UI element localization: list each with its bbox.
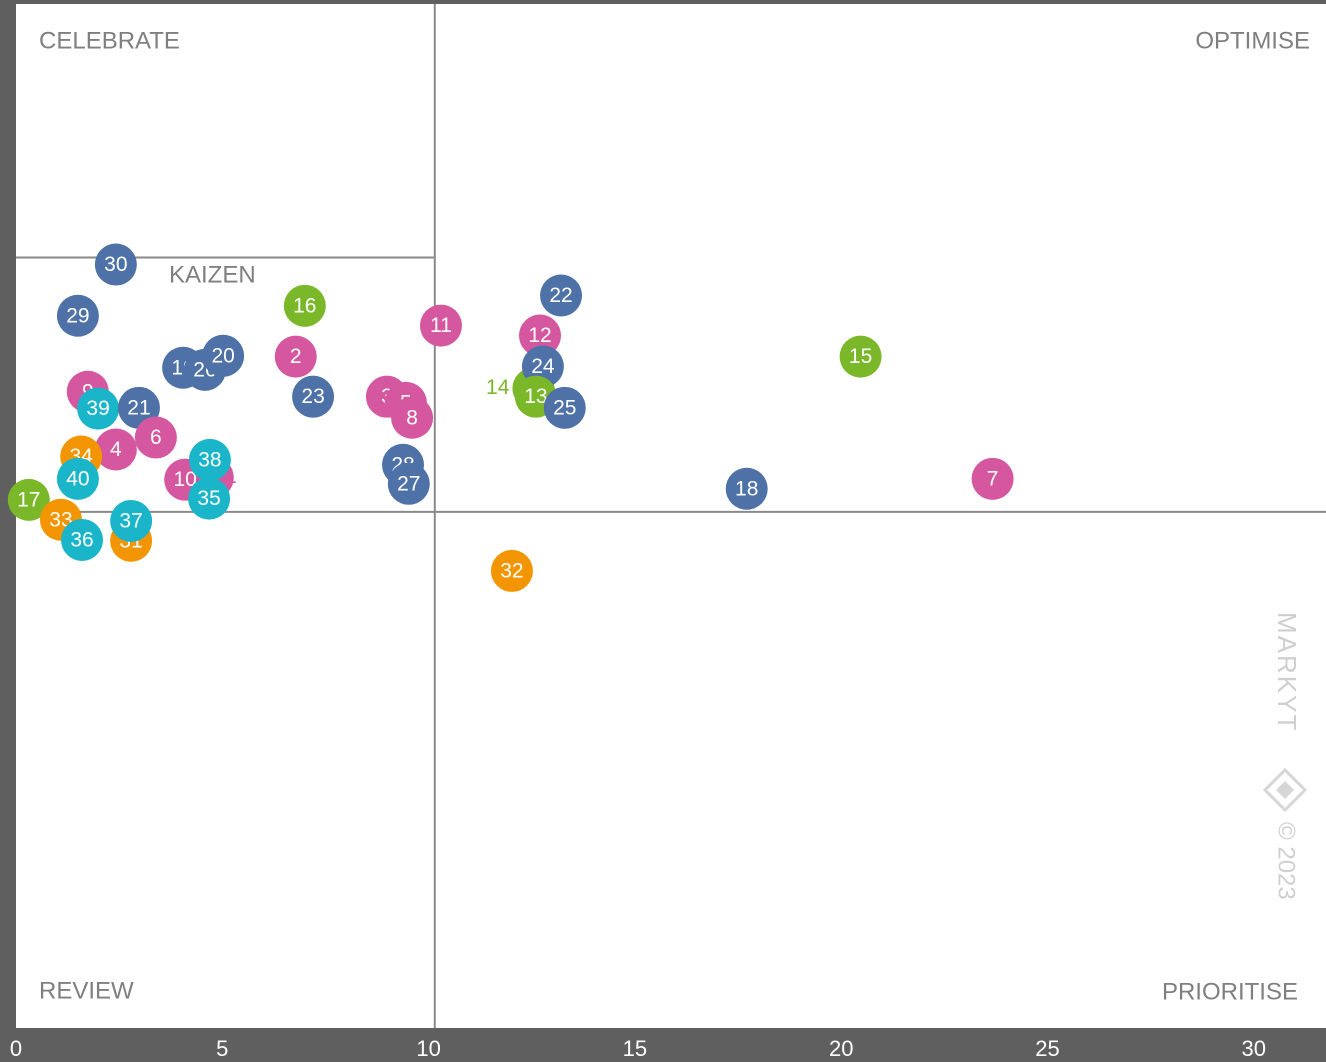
x-tick-label: 20 [829, 1036, 853, 1061]
copyright: © 2023 [1273, 822, 1300, 900]
point [490, 549, 533, 592]
point-label: 4 [110, 438, 122, 461]
point-label: 38 [198, 448, 221, 471]
point-label: 39 [86, 397, 109, 420]
point-label: 40 [66, 467, 89, 490]
point [387, 462, 430, 505]
point [202, 334, 245, 377]
point [274, 335, 317, 378]
point-label: 36 [70, 528, 93, 551]
point [56, 457, 99, 500]
point [134, 416, 177, 459]
plot-layer: 3029162112212151424132519262093921233586… [7, 4, 1326, 1028]
point [540, 274, 583, 317]
point-label: 18 [735, 477, 758, 500]
quadrant-label: OPTIMISE [1195, 27, 1310, 54]
point-label: 22 [549, 284, 572, 307]
point-label: 7 [987, 467, 999, 490]
point-label: 17 [17, 488, 40, 511]
point [7, 478, 50, 521]
point [56, 294, 99, 337]
point-label: 25 [553, 396, 576, 419]
x-tick-label: 10 [416, 1036, 440, 1061]
point [725, 467, 768, 510]
point-label: 10 [173, 468, 196, 491]
point-label: 20 [211, 344, 234, 367]
point [110, 499, 153, 542]
point-label: 14 [486, 376, 510, 399]
point-label: 15 [849, 345, 872, 368]
x-tick-label: 15 [623, 1036, 647, 1061]
quadrant-label: PRIORITISE [1162, 978, 1298, 1005]
point-label: 23 [301, 385, 324, 408]
point [94, 428, 137, 471]
point-label: 16 [293, 294, 316, 317]
quadrant-label: CELEBRATE [39, 27, 180, 54]
point-label: 13 [524, 385, 547, 408]
point-label: 27 [397, 472, 420, 495]
point [543, 386, 586, 429]
point [188, 477, 231, 520]
point-label: 30 [104, 253, 127, 276]
point [94, 243, 137, 286]
point-label: 21 [127, 396, 150, 419]
point-label: 32 [500, 559, 523, 582]
point [283, 284, 326, 327]
point-label: 6 [150, 426, 162, 449]
x-tick-label: 5 [216, 1036, 228, 1061]
point [519, 314, 561, 357]
point-label: 8 [406, 406, 418, 429]
x-tick-label: 30 [1242, 1036, 1266, 1061]
point [839, 335, 882, 378]
point-label: 37 [119, 510, 142, 533]
point [971, 457, 1014, 500]
point-label: 35 [197, 487, 220, 510]
point [77, 387, 120, 430]
point-label: 2 [290, 345, 302, 368]
point-label: 1 [225, 465, 237, 488]
x-tick-label: 25 [1035, 1036, 1059, 1061]
point [188, 438, 231, 481]
watermark-logo [1262, 767, 1308, 813]
quadrant-label: REVIEW [39, 977, 134, 1004]
point [419, 304, 462, 347]
point-label: 24 [531, 355, 555, 378]
point [391, 396, 434, 439]
plot-area [16, 4, 1326, 1028]
point [292, 375, 335, 418]
kaizen-label: KAIZEN [169, 261, 256, 288]
point-label: 29 [66, 304, 89, 327]
point-label: 11 [430, 314, 452, 337]
x-tick-label: 0 [10, 1036, 22, 1061]
point [61, 518, 104, 561]
point-label: 12 [528, 324, 551, 347]
watermark: MARKYT [1272, 612, 1302, 732]
